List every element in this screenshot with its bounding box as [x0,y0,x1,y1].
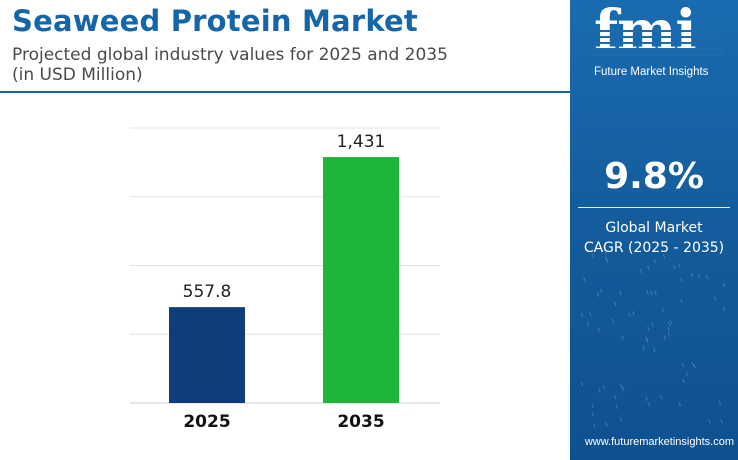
texture-mark [682,378,685,384]
chart-panel: Seaweed Protein Market Projected global … [0,4,570,432]
texture-mark [602,385,606,390]
texture-mark [722,282,726,288]
texture-mark [614,395,617,400]
texture-mark [645,336,648,341]
texture-mark [599,289,603,294]
texture-mark [718,400,721,405]
texture-mark [647,265,650,270]
texture-mark [605,258,609,263]
texture-mark [586,321,590,327]
texture-mark [615,404,618,409]
logo-tagline: Future Market Insights [594,66,709,78]
texture-mark [669,320,673,325]
texture-mark [647,326,650,332]
texture-mark [598,388,601,393]
texture-mark [591,403,594,408]
texture-mark [653,347,656,353]
texture-mark [597,327,601,332]
bar-chart: 557.8 2025 1,431 2035 [130,127,440,432]
fmi-logo: fmi [594,0,724,86]
data-label-2025: 557.8 [183,282,232,302]
texture-mark [640,268,643,274]
texture-mark [698,273,701,279]
texture-mark [678,402,682,407]
texture-mark [660,395,663,400]
texture-mark [632,311,635,316]
texture-mark [589,312,592,317]
texture-mark [667,331,671,337]
background-texture [580,249,726,428]
texture-mark [708,419,711,424]
cagr-divider [578,207,730,208]
subtitle-line-1: Projected global industry values for 202… [12,45,448,65]
texture-mark [690,272,694,278]
texture-mark [662,254,666,259]
website-url: www.futuremarketinsights.com [584,436,734,448]
texture-mark [661,307,665,312]
subtitle-line-2: (in USD Million) [12,65,143,85]
texture-mark [604,249,607,255]
texture-mark [647,402,651,407]
texture-mark [604,256,608,261]
texture-mark [720,419,723,424]
texture-mark [646,290,649,295]
texture-mark [685,371,689,377]
texture-mark [654,290,657,296]
texture-mark [596,292,600,297]
texture-mark [620,383,623,389]
texture-mark [611,318,615,324]
texture-mark [642,346,645,351]
texture-mark [628,312,631,317]
texture-mark [580,312,584,318]
texture-mark [678,263,681,268]
texture-mark [691,361,695,367]
texture-mark [706,275,709,280]
texture-mark [645,396,648,401]
page-title: Seaweed Protein Market [12,4,418,38]
texture-mark [650,291,653,296]
logo-stripes [594,26,724,56]
texture-mark [713,296,717,301]
texture-mark [681,363,685,368]
texture-mark [592,423,596,428]
texture-mark [622,386,625,391]
x-tick-label-2035: 2035 [337,412,384,432]
texture-mark [667,327,670,332]
cagr-label: Global Market CAGR (2025 - 2035) [570,218,738,258]
texture-mark [619,417,622,422]
texture-mark [680,298,683,304]
chart-subtitle: Projected global industry values for 202… [12,45,472,85]
stats-sidebar: fmi Future Market Insights 9.8% Global M… [570,0,738,460]
texture-mark [653,258,657,264]
cagr-value: 9.8% [604,156,704,197]
bar-2035 [323,157,399,403]
texture-mark [646,338,649,343]
texture-mark [693,364,696,369]
texture-mark [621,335,624,340]
texture-mark [591,253,595,258]
texture-mark [580,382,584,387]
texture-mark [663,335,667,340]
texture-mark [680,277,683,282]
texture-mark [667,321,671,327]
header-divider [0,91,570,93]
cagr-label-line-2: CAGR (2025 - 2035) [583,240,725,256]
data-label-2035: 1,431 [337,132,386,152]
texture-mark [722,306,726,312]
x-tick-label-2025: 2025 [183,412,230,432]
texture-mark [619,291,622,296]
texture-mark [614,301,617,306]
texture-mark [605,422,608,427]
texture-mark [651,322,654,327]
bar-2025 [169,307,245,403]
cagr-label-line-1: Global Market [605,220,703,236]
texture-mark [583,276,586,282]
texture-mark [673,264,676,270]
texture-mark [591,411,594,417]
